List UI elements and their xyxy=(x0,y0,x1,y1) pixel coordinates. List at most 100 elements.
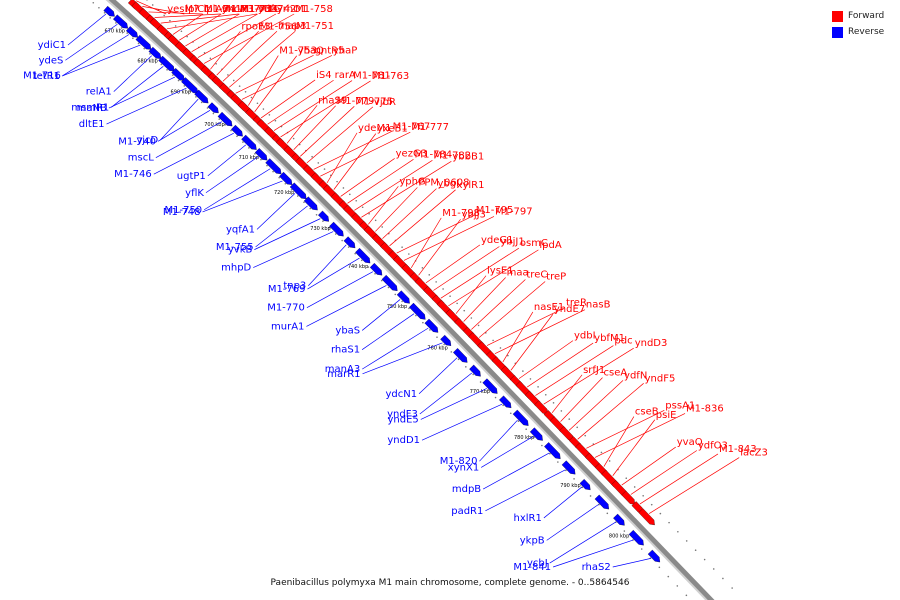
gene-label: yesM7 xyxy=(167,4,199,15)
reverse-leader-line xyxy=(159,98,199,141)
backbone-dot xyxy=(262,108,265,110)
forward-leader-line xyxy=(418,219,461,276)
backbone-dot xyxy=(189,90,191,93)
reverse-leader-line xyxy=(361,299,401,331)
backbone-dot xyxy=(248,147,250,149)
forward-leader-line xyxy=(502,311,534,363)
backbone-dot xyxy=(92,1,95,4)
reverse-feature xyxy=(171,68,185,81)
legend-forward-label: Forward xyxy=(848,11,885,21)
gene-label: M1-777 xyxy=(411,122,449,133)
kbp-tick-label: 680 kbp xyxy=(137,59,157,65)
backbone-dot xyxy=(206,107,209,109)
backbone-dot xyxy=(143,47,146,50)
forward-leader-line xyxy=(560,377,603,422)
gene-label: xynX1 xyxy=(448,462,479,473)
backbone-dot xyxy=(272,170,274,173)
backbone-dot xyxy=(499,347,502,349)
backbone-dot xyxy=(215,62,217,65)
backbone-dot xyxy=(606,512,609,515)
backbone-dot xyxy=(568,418,571,420)
backbone-dot xyxy=(334,233,337,235)
gene-label: maNB xyxy=(77,103,107,114)
backbone-dot xyxy=(463,309,466,312)
gene-label: nasB xyxy=(586,300,611,311)
gene-label: relA1 xyxy=(86,87,112,98)
gene-label: M1-781 xyxy=(353,71,391,82)
reverse-leader-line xyxy=(419,372,473,415)
gene-label: rpoE3 xyxy=(241,21,270,32)
reverse-feature xyxy=(408,302,426,320)
backbone-dot xyxy=(126,32,128,34)
backbone-dot xyxy=(450,351,453,353)
gene-label: M1-753 xyxy=(279,46,317,57)
gene-label: marR1 xyxy=(327,369,360,380)
forward-leader-line xyxy=(440,247,520,299)
backbone-dot xyxy=(347,246,350,248)
gene-label: M1-767 xyxy=(393,121,431,132)
backbone-dot xyxy=(509,412,512,415)
reverse-feature xyxy=(343,236,356,249)
reverse-feature xyxy=(241,134,257,150)
reverse-leader-line xyxy=(113,55,153,92)
backbone-dot xyxy=(394,293,397,296)
gene-label: treC xyxy=(526,269,547,280)
backbone-dot xyxy=(456,302,458,305)
gene-label: PPM_0608 xyxy=(418,177,469,188)
reverse-leader-line xyxy=(108,76,176,109)
forward-leader-line xyxy=(229,30,296,88)
gene-label: yndD1 xyxy=(387,435,420,446)
backbone-dot xyxy=(149,53,151,55)
backbone-dot xyxy=(203,52,206,54)
backbone-dot xyxy=(169,19,171,22)
backbone-dot xyxy=(502,404,504,407)
gene-label: ydeG1 xyxy=(481,235,514,246)
gene-label: ybjJ3 xyxy=(462,209,486,220)
forward-leader-line xyxy=(333,133,377,190)
forward-leader-line xyxy=(361,160,452,218)
gene-label: M1-770 xyxy=(267,303,305,314)
forward-leader-line xyxy=(306,106,374,164)
gene-label: dltE1 xyxy=(79,119,105,130)
reverse-feature xyxy=(613,513,625,526)
forward-leader-line xyxy=(455,275,487,314)
gene-label: M1-751 xyxy=(296,21,334,32)
backbone-dot xyxy=(557,461,559,463)
gene-label: yndE7 xyxy=(554,304,585,315)
backbone-dot xyxy=(360,259,363,262)
forward-leader-line xyxy=(172,13,204,35)
backbone-dot xyxy=(244,90,247,93)
reverse-leader-line xyxy=(420,388,487,420)
gene-label: M1-820 xyxy=(440,456,478,467)
reverse-feature xyxy=(396,290,410,304)
backbone-dot xyxy=(470,317,473,319)
gene-label: ykpB xyxy=(520,535,545,546)
kbp-tick-label: 750 kbp xyxy=(387,304,407,310)
gene-label: M1-755 xyxy=(216,242,254,253)
backbone-dot xyxy=(677,530,679,533)
backbone-dot xyxy=(428,274,431,276)
gene-label: ydeS xyxy=(39,55,64,66)
reverse-leader-line xyxy=(306,285,387,327)
gene-label: pdc xyxy=(614,336,632,347)
backbone-dot xyxy=(479,381,482,383)
reverse-leader-line xyxy=(552,539,634,568)
reverse-feature xyxy=(544,442,561,460)
forward-leader-line xyxy=(551,374,583,414)
backbone-dot xyxy=(186,35,188,38)
forward-leader-line xyxy=(166,13,257,30)
gene-label: M1-746 xyxy=(114,169,152,180)
backbone-dot xyxy=(315,214,318,216)
backbone-dot xyxy=(600,451,603,454)
gene-label: treR xyxy=(566,298,587,309)
forward-leader-line xyxy=(586,409,665,449)
reverse-feature xyxy=(231,124,243,137)
gene-label: M1-756 xyxy=(260,21,298,32)
backbone-dot xyxy=(401,300,403,303)
gene-label: M1-779 xyxy=(337,96,375,107)
backbone-dot xyxy=(435,281,437,283)
legend-forward: Forward xyxy=(832,8,892,24)
backbone-dot xyxy=(422,321,424,324)
backbone-dot xyxy=(492,339,494,342)
